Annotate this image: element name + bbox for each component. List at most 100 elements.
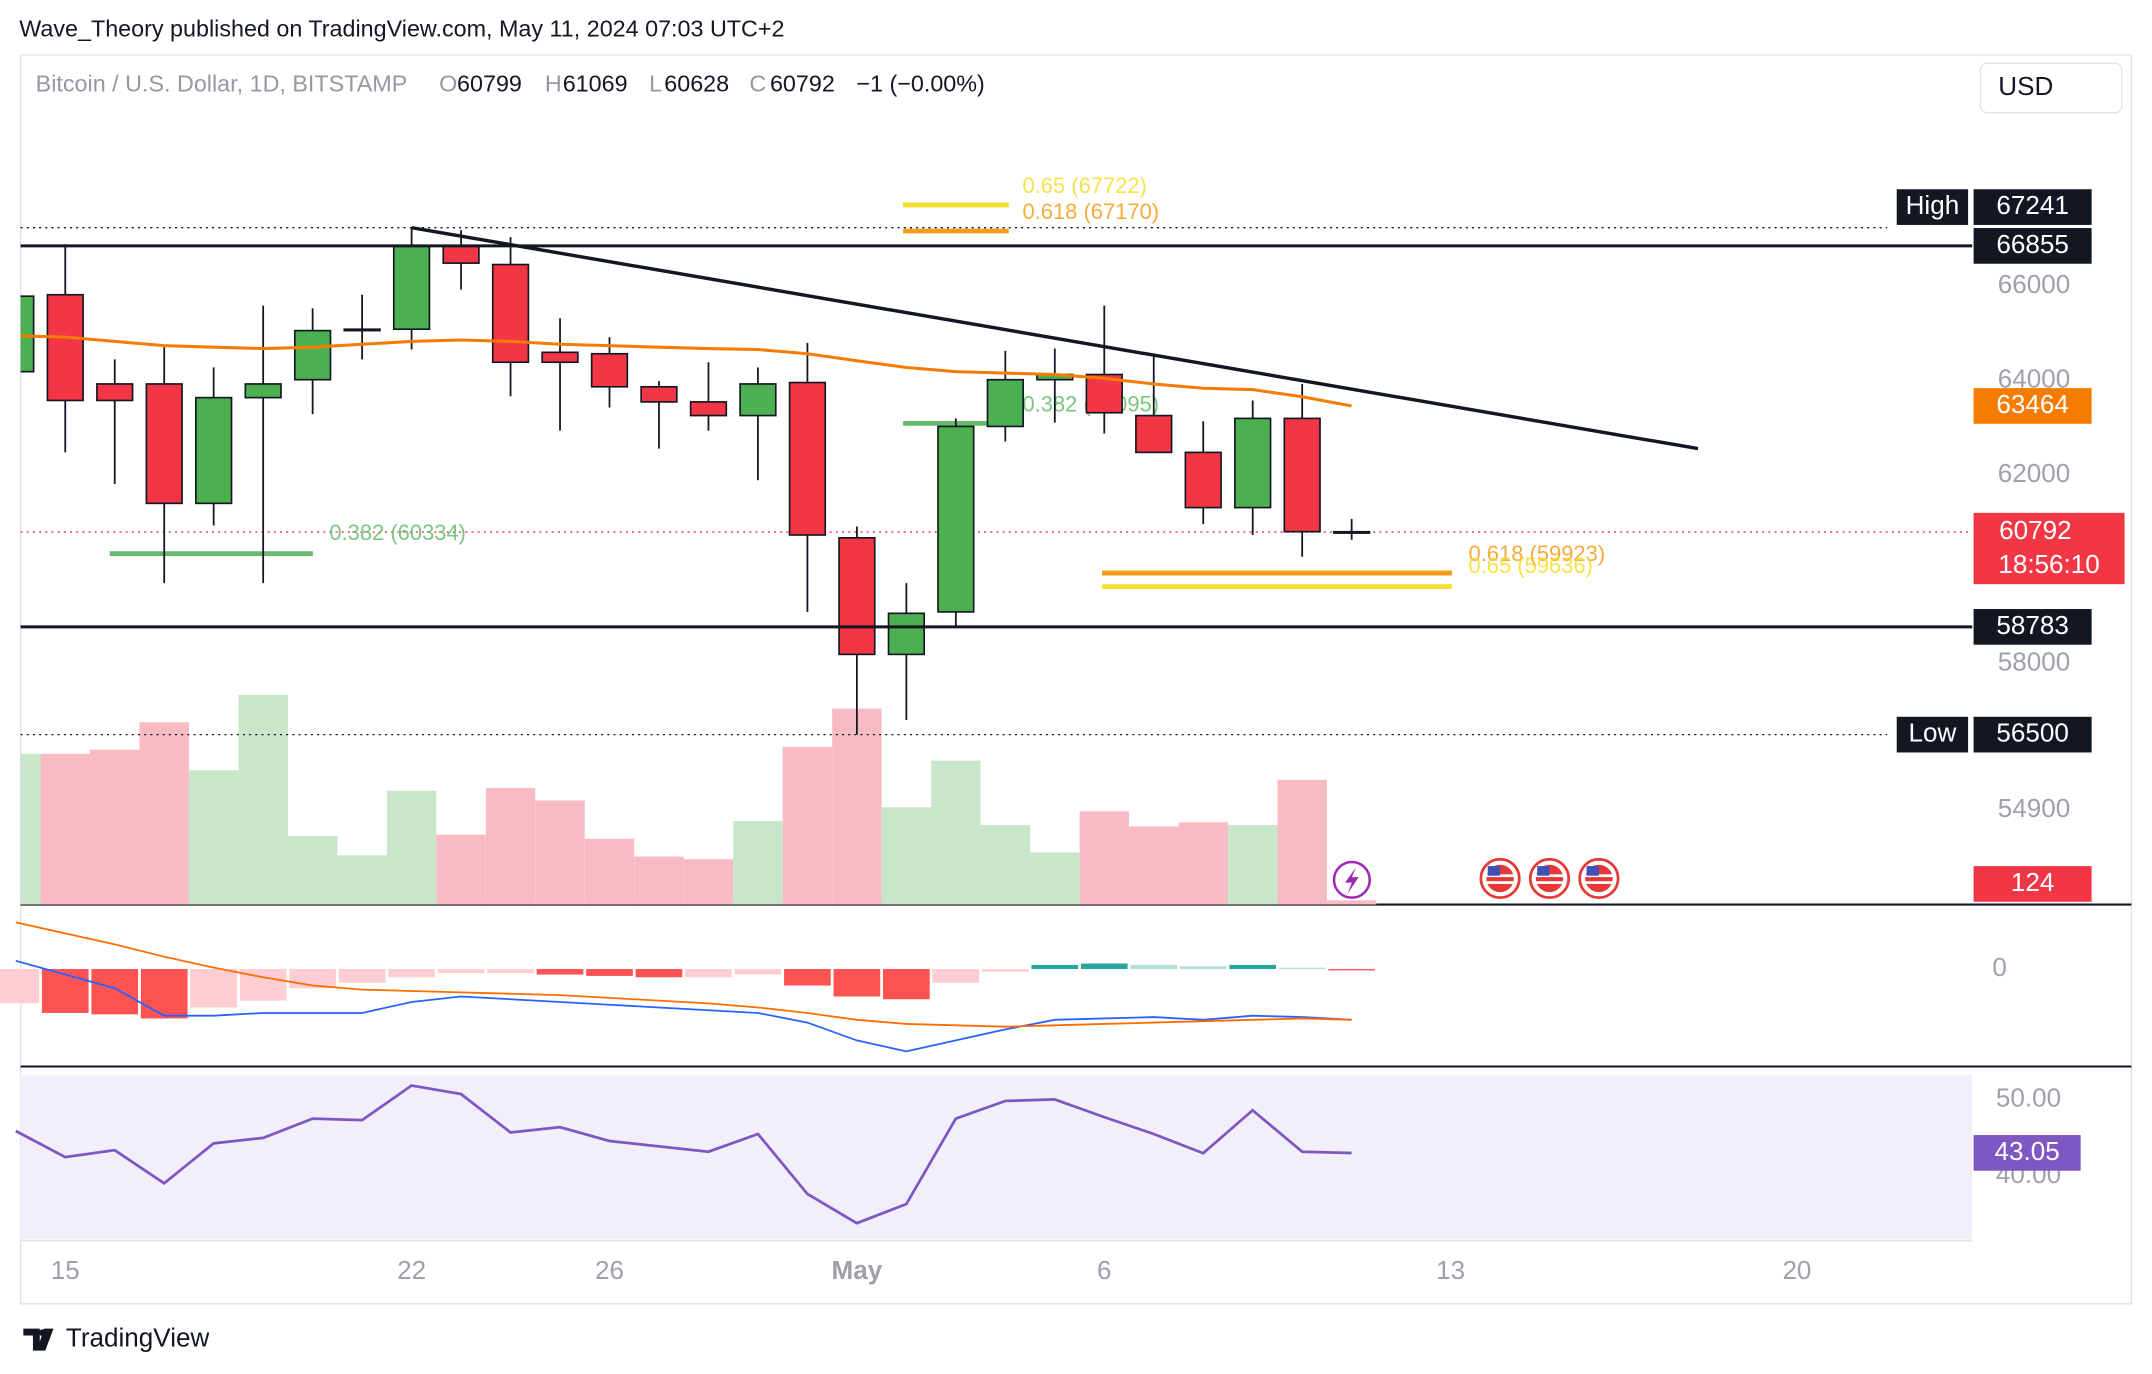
volume-bar bbox=[436, 834, 486, 905]
candle-body bbox=[838, 536, 876, 656]
flag-icon[interactable] bbox=[1578, 857, 1620, 900]
symbol: Bitcoin / U.S. Dollar, 1D, BITSTAMP bbox=[36, 70, 408, 96]
macd-histogram-bar bbox=[487, 969, 534, 974]
macd-histogram-bar bbox=[734, 969, 782, 975]
logo-mark bbox=[23, 1328, 54, 1351]
lightning bbox=[1345, 867, 1359, 894]
level-name: High bbox=[1906, 190, 1960, 220]
volume-bar bbox=[1129, 826, 1179, 905]
candle-body bbox=[1184, 451, 1222, 509]
volume-bar bbox=[782, 746, 833, 905]
level-price-label: 66855 bbox=[1996, 229, 2068, 259]
rsi-line bbox=[15, 1084, 1352, 1225]
volume-bar bbox=[485, 788, 536, 905]
rsi-tick-label: 50.00 bbox=[1996, 1082, 2061, 1112]
ohlc-value: 60792 bbox=[770, 70, 835, 96]
events bbox=[1332, 857, 1620, 900]
level-name-box bbox=[1896, 189, 1969, 225]
candle-body bbox=[541, 351, 579, 364]
macd-histogram-bar bbox=[41, 969, 89, 1013]
candle-body bbox=[343, 328, 381, 332]
ema-price-label: 63464 bbox=[1996, 389, 2068, 419]
fib-label: 0.65 (59636) bbox=[1469, 553, 1593, 578]
volume-label-box bbox=[1973, 866, 2092, 902]
macd-histogram-bar bbox=[784, 969, 831, 986]
rsi-band bbox=[20, 1074, 1973, 1240]
ohlc-letter: L bbox=[649, 70, 662, 96]
level-name: Low bbox=[1909, 718, 1957, 748]
logo: TradingView bbox=[23, 1322, 209, 1352]
candle-body bbox=[986, 378, 1024, 428]
macd-histogram-bar bbox=[635, 969, 683, 978]
x-tick-label: 20 bbox=[1782, 1255, 1811, 1285]
last-price-label: 60792 bbox=[1999, 515, 2071, 545]
candle-body bbox=[739, 383, 777, 417]
volume-bar bbox=[634, 856, 684, 905]
candle-body bbox=[20, 295, 35, 373]
macd-histogram-bar bbox=[1278, 967, 1326, 970]
volume-bar bbox=[238, 694, 288, 905]
macd-histogram-bar bbox=[981, 969, 1029, 972]
fib-label: 0.618 (59923) bbox=[1469, 541, 1606, 566]
volume-bar bbox=[980, 825, 1031, 905]
volume-label: 124 bbox=[2011, 867, 2054, 897]
macd-histogram-bar bbox=[1130, 964, 1178, 970]
level-price-label-box bbox=[1973, 716, 2092, 753]
y-tick-label: 54900 bbox=[1998, 793, 2070, 823]
candle-body bbox=[788, 381, 827, 536]
volume-bar bbox=[139, 722, 189, 905]
ema-line bbox=[20, 334, 1352, 408]
volume-bar bbox=[1326, 900, 1377, 905]
macd-histogram-bar bbox=[833, 969, 881, 997]
macd-line bbox=[15, 959, 1352, 1053]
volume-bar bbox=[90, 749, 140, 905]
volume-layer bbox=[20, 694, 1377, 905]
x-tick-label: 15 bbox=[51, 1255, 80, 1285]
candle-body bbox=[46, 293, 84, 402]
currency-label[interactable]: USD bbox=[1998, 71, 2053, 101]
flag-icon[interactable] bbox=[1528, 857, 1571, 900]
brand: TradingView bbox=[66, 1322, 210, 1352]
chart-frame bbox=[19, 54, 2133, 1305]
ohlc-letter: O bbox=[439, 70, 457, 96]
countdown: 18:56:10 bbox=[1998, 549, 2099, 579]
candle-body bbox=[937, 425, 975, 613]
y-tick-label: 66000 bbox=[1998, 269, 2070, 299]
rsi-value-label: 43.05 bbox=[1994, 1136, 2059, 1166]
macd-tick-label: 0 bbox=[1992, 952, 2007, 982]
flag-icon[interactable] bbox=[1479, 857, 1521, 900]
candle-body bbox=[491, 263, 530, 364]
x-tick-label: 26 bbox=[595, 1255, 624, 1285]
currency-button[interactable] bbox=[1979, 62, 2123, 114]
macd-histogram-bar bbox=[388, 969, 435, 978]
x-tick-label: 22 bbox=[397, 1255, 426, 1285]
ohlc-value: 60628 bbox=[664, 70, 729, 96]
volume-bar bbox=[535, 800, 585, 905]
volume-bar bbox=[287, 836, 338, 905]
candle-body bbox=[1283, 417, 1321, 533]
signal-line bbox=[15, 921, 1352, 1028]
candle-body bbox=[887, 612, 926, 656]
ohlc-letter: H bbox=[545, 70, 562, 96]
volume-bar bbox=[881, 807, 932, 905]
volume-bar bbox=[1227, 825, 1278, 905]
level-price-label-box bbox=[1973, 609, 2092, 645]
candle-body bbox=[1234, 417, 1272, 509]
fib-label: 0.65 (67722) bbox=[1022, 173, 1146, 198]
fib-label: 0.382 (60334) bbox=[329, 520, 466, 545]
volume-bar bbox=[20, 753, 41, 905]
change: −1 (−0.00%) bbox=[856, 70, 984, 96]
candle-body bbox=[244, 383, 282, 399]
publisher: Wave_Theory published on TradingView.com… bbox=[19, 15, 784, 41]
macd-histogram-bar bbox=[140, 969, 188, 1019]
candle-body bbox=[145, 383, 183, 505]
volume-bar bbox=[337, 855, 387, 905]
volume-bar bbox=[1079, 811, 1129, 905]
level-price-label-box bbox=[1973, 228, 2092, 264]
candle-body bbox=[689, 401, 728, 417]
volume-bar bbox=[683, 859, 734, 905]
candle-body bbox=[293, 329, 332, 381]
volume-bar bbox=[931, 760, 981, 905]
last-price-box bbox=[1973, 512, 2125, 585]
y-tick-label: 58000 bbox=[1998, 647, 2070, 677]
